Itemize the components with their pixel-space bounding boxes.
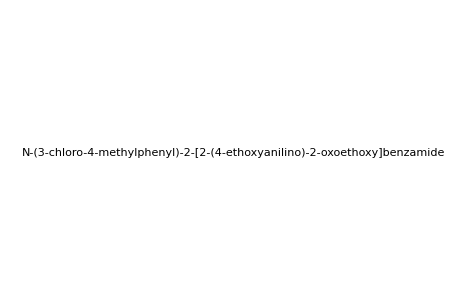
Text: N-(3-chloro-4-methylphenyl)-2-[2-(4-ethoxyanilino)-2-oxoethoxy]benzamide: N-(3-chloro-4-methylphenyl)-2-[2-(4-etho… <box>22 148 445 158</box>
